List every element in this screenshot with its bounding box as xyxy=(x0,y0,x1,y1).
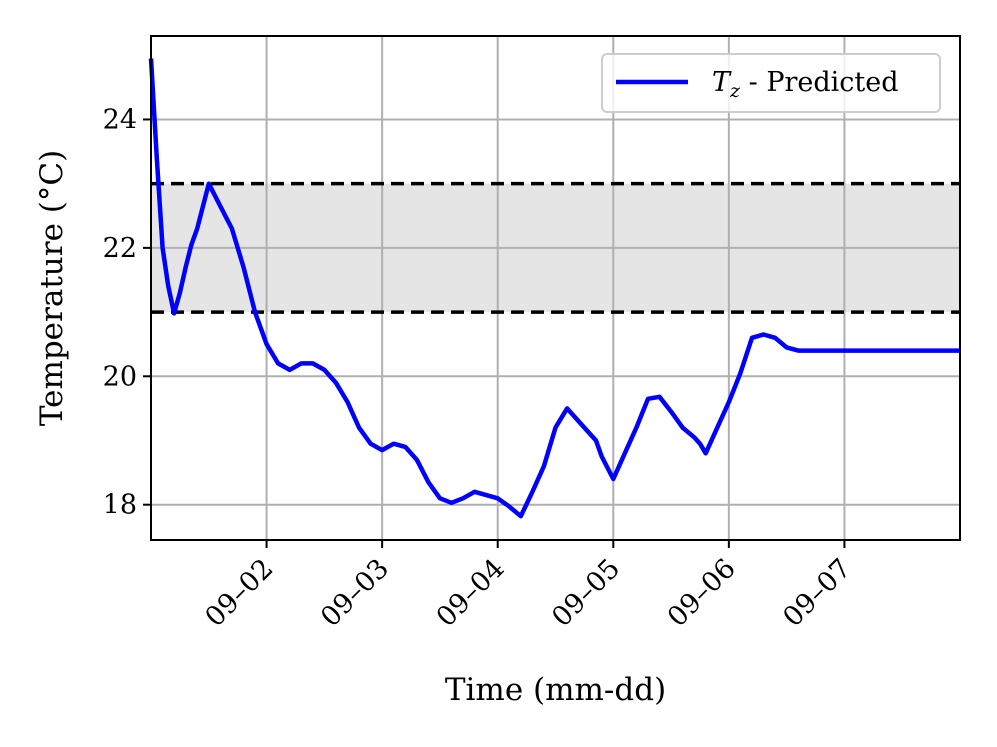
legend-text: - Predicted xyxy=(740,67,899,98)
y-tick-label: 18 xyxy=(103,490,137,521)
x-tick-label: 09–06 xyxy=(662,553,742,633)
x-axis-ticks: 09–02 09–03 09–04 09–05 09–06 09–07 xyxy=(199,540,857,633)
legend-subscript: z xyxy=(729,80,741,102)
series-line-tz-predicted xyxy=(148,58,960,519)
x-tick-label: 09–05 xyxy=(546,553,626,633)
y-axis-title: Temperature (°C) xyxy=(34,150,70,426)
plot-area xyxy=(148,35,961,541)
plot-frame xyxy=(150,35,961,541)
y-tick-label: 22 xyxy=(103,233,137,264)
y-gridlines xyxy=(151,118,960,506)
x-axis-title: Time (mm-dd) xyxy=(445,672,666,708)
legend-symbol: T xyxy=(712,67,732,98)
x-tick-label: 09–04 xyxy=(431,553,511,633)
legend: Tz - Predicted xyxy=(601,53,941,113)
legend-box xyxy=(601,53,941,113)
x-tick-label: 09–03 xyxy=(315,553,395,633)
y-axis-ticks: 18 20 22 24 xyxy=(103,104,151,521)
x-tick-label: 09–02 xyxy=(199,553,279,633)
x-tick-label: 09–07 xyxy=(777,553,857,633)
legend-label-tz-predicted: Tz - Predicted xyxy=(712,67,899,102)
y-tick-label: 20 xyxy=(103,361,137,392)
y-tick-label: 24 xyxy=(103,104,137,135)
